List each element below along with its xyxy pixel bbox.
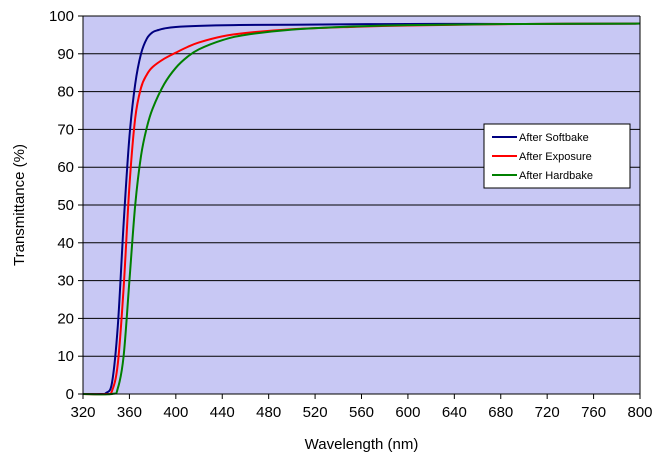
x-tick-label: 400 [163, 404, 188, 421]
x-tick-label: 320 [70, 404, 95, 421]
y-tick-label: 90 [57, 46, 74, 63]
y-tick-label: 100 [49, 8, 74, 25]
x-tick-label: 440 [210, 404, 235, 421]
series-line-0 [82, 22, 641, 396]
x-tick-label: 760 [581, 404, 606, 421]
y-tick-label: 60 [57, 159, 74, 176]
y-tick-label: 80 [57, 84, 74, 101]
y-axis-ticks: 0 10 20 30 40 50 60 70 80 90 100 [49, 8, 83, 403]
legend: After Softbake After Exposure After Hardba… [483, 123, 631, 189]
x-tick-label: 480 [256, 404, 281, 421]
x-tick-label: 600 [395, 404, 420, 421]
series-lines [82, 22, 641, 396]
legend-entry-2: After Hardbake [519, 170, 593, 182]
x-axis-title: Wavelength (nm) [305, 436, 419, 453]
x-tick-label: 720 [535, 404, 560, 421]
y-tick-label: 20 [57, 310, 74, 327]
x-tick-label: 640 [442, 404, 467, 421]
x-tick-label: 560 [349, 404, 374, 421]
y-tick-label: 30 [57, 273, 74, 290]
y-tick-label: 70 [57, 121, 74, 138]
legend-entry-1: After Exposure [519, 151, 592, 163]
y-axis-title: Transmittance (%) [11, 144, 28, 266]
y-tick-label: 50 [57, 197, 74, 214]
x-tick-label: 360 [117, 404, 142, 421]
series-line-2 [82, 22, 641, 396]
y-tick-label: 10 [57, 348, 74, 365]
y-tick-label: 40 [57, 235, 74, 252]
x-axis-ticks: 320 360 400 440 480 520 560 600 640 680 720 760 800 [70, 394, 653, 421]
x-tick-label: 800 [627, 404, 652, 421]
legend-entry-0: After Softbake [519, 132, 589, 144]
y-tick-label: 0 [66, 386, 74, 403]
x-tick-label: 520 [303, 404, 328, 421]
x-tick-label: 680 [488, 404, 513, 421]
